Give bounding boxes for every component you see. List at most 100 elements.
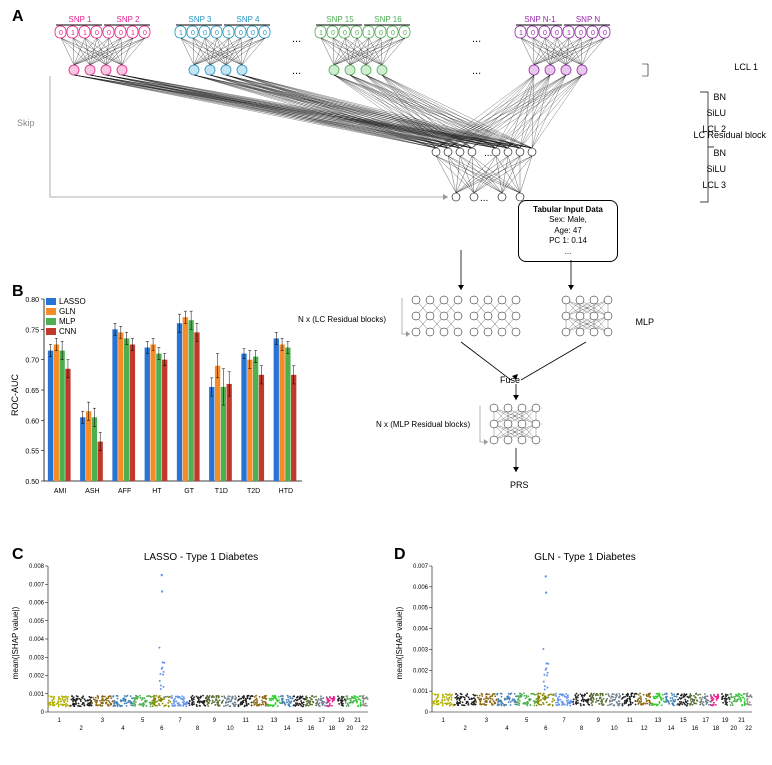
svg-text:0.007: 0.007	[29, 582, 45, 588]
svg-text:0: 0	[119, 30, 123, 37]
svg-text:5: 5	[525, 718, 529, 724]
svg-text:SNP 16: SNP 16	[374, 15, 402, 24]
tabular-title: Tabular Input Data	[525, 205, 611, 215]
svg-text:14: 14	[284, 726, 291, 732]
svg-text:0.65: 0.65	[25, 388, 39, 395]
svg-text:22: 22	[361, 726, 368, 732]
svg-text:21: 21	[354, 718, 361, 724]
svg-text:...: ...	[292, 33, 301, 45]
svg-text:0: 0	[379, 30, 383, 37]
svg-text:0: 0	[107, 30, 111, 37]
svg-text:SNP 1: SNP 1	[69, 15, 93, 24]
svg-text:mean(|SHAP value|): mean(|SHAP value|)	[11, 606, 20, 679]
svg-text:0: 0	[603, 30, 607, 37]
svg-text:1: 1	[519, 30, 523, 37]
panel-c-chart: LASSO - Type 1 Diabetes00.0010.0020.0030…	[6, 548, 386, 748]
svg-text:0: 0	[543, 30, 547, 37]
svg-text:1: 1	[227, 30, 231, 37]
svg-text:18: 18	[328, 726, 335, 732]
svg-text:8: 8	[580, 726, 584, 732]
svg-text:...: ...	[484, 148, 492, 159]
silu-label-2: SiLU	[706, 164, 726, 174]
bn-label-2: BN	[713, 148, 726, 158]
svg-text:0: 0	[263, 30, 267, 37]
legend-lasso: LASSO	[46, 297, 86, 306]
svg-text:0: 0	[203, 30, 207, 37]
svg-text:0: 0	[331, 30, 335, 37]
svg-text:1: 1	[83, 30, 87, 37]
svg-text:0.005: 0.005	[29, 619, 45, 625]
svg-text:0.005: 0.005	[413, 606, 429, 612]
svg-text:12: 12	[257, 726, 264, 732]
svg-text:5: 5	[141, 718, 145, 724]
svg-text:12: 12	[641, 726, 648, 732]
svg-text:20: 20	[346, 726, 353, 732]
svg-text:0: 0	[251, 30, 255, 37]
svg-text:...: ...	[472, 65, 481, 77]
svg-text:0: 0	[191, 30, 195, 37]
panel-b-legend: LASSO GLN MLP CNN	[46, 297, 86, 337]
lc-residual-block-label: LC Residual block	[693, 130, 766, 140]
svg-text:SNP 3: SNP 3	[189, 15, 213, 24]
svg-text:7: 7	[178, 718, 182, 724]
svg-text:0: 0	[355, 30, 359, 37]
silu-label-1: SiLU	[706, 108, 726, 118]
svg-text:0.80: 0.80	[25, 297, 39, 304]
svg-text:T2D: T2D	[247, 488, 260, 495]
svg-text:...: ...	[292, 65, 301, 77]
legend-gln: GLN	[46, 307, 86, 316]
svg-text:SNP 15: SNP 15	[326, 15, 354, 24]
legend-cnn: CNN	[46, 327, 86, 336]
svg-text:HT: HT	[152, 488, 162, 495]
svg-text:16: 16	[692, 726, 699, 732]
svg-text:10: 10	[611, 726, 618, 732]
panel-d-chart: GLN - Type 1 Diabetes00.0010.0020.0030.0…	[390, 548, 770, 748]
svg-text:GLN - Type 1 Diabetes: GLN - Type 1 Diabetes	[534, 552, 636, 563]
svg-text:3: 3	[101, 718, 105, 724]
svg-text:SNP 4: SNP 4	[237, 15, 261, 24]
svg-text:AFF: AFF	[118, 488, 131, 495]
svg-text:0: 0	[239, 30, 243, 37]
svg-text:...: ...	[480, 193, 488, 204]
svg-text:0.60: 0.60	[25, 418, 39, 425]
svg-text:17: 17	[702, 718, 709, 724]
svg-text:0.004: 0.004	[29, 637, 45, 643]
svg-text:0.001: 0.001	[413, 689, 429, 695]
svg-text:0.007: 0.007	[413, 564, 429, 570]
svg-text:0: 0	[215, 30, 219, 37]
svg-text:1: 1	[131, 30, 135, 37]
svg-text:14: 14	[668, 726, 675, 732]
svg-text:1: 1	[567, 30, 571, 37]
svg-text:T1D: T1D	[215, 488, 228, 495]
svg-text:11: 11	[627, 718, 634, 724]
svg-text:0: 0	[531, 30, 535, 37]
svg-text:0.006: 0.006	[413, 585, 429, 591]
svg-text:3: 3	[485, 718, 489, 724]
svg-text:1: 1	[319, 30, 323, 37]
svg-text:2: 2	[464, 726, 468, 732]
svg-text:0: 0	[143, 30, 147, 37]
lcl3-label: LCL 3	[702, 180, 726, 190]
svg-text:15: 15	[296, 718, 303, 724]
svg-text:0: 0	[59, 30, 63, 37]
tabular-line-1: Age: 47	[525, 226, 611, 236]
svg-text:SNP N-1: SNP N-1	[524, 15, 556, 24]
svg-text:0: 0	[343, 30, 347, 37]
svg-text:0: 0	[579, 30, 583, 37]
svg-text:0.70: 0.70	[25, 358, 39, 365]
svg-text:11: 11	[243, 718, 250, 724]
svg-text:mean(|SHAP value|): mean(|SHAP value|)	[395, 606, 404, 679]
svg-text:SNP 2: SNP 2	[117, 15, 141, 24]
svg-text:2: 2	[80, 726, 84, 732]
svg-text:0.55: 0.55	[25, 449, 39, 456]
svg-text:0.003: 0.003	[29, 655, 45, 661]
lcl1-label: LCL 1	[734, 62, 758, 72]
svg-text:ASH: ASH	[85, 488, 99, 495]
svg-text:0: 0	[403, 30, 407, 37]
svg-text:0: 0	[391, 30, 395, 37]
svg-text:4: 4	[505, 726, 509, 732]
svg-text:10: 10	[227, 726, 234, 732]
svg-text:15: 15	[680, 718, 687, 724]
svg-text:0.003: 0.003	[413, 647, 429, 653]
bn-label-1: BN	[713, 92, 726, 102]
